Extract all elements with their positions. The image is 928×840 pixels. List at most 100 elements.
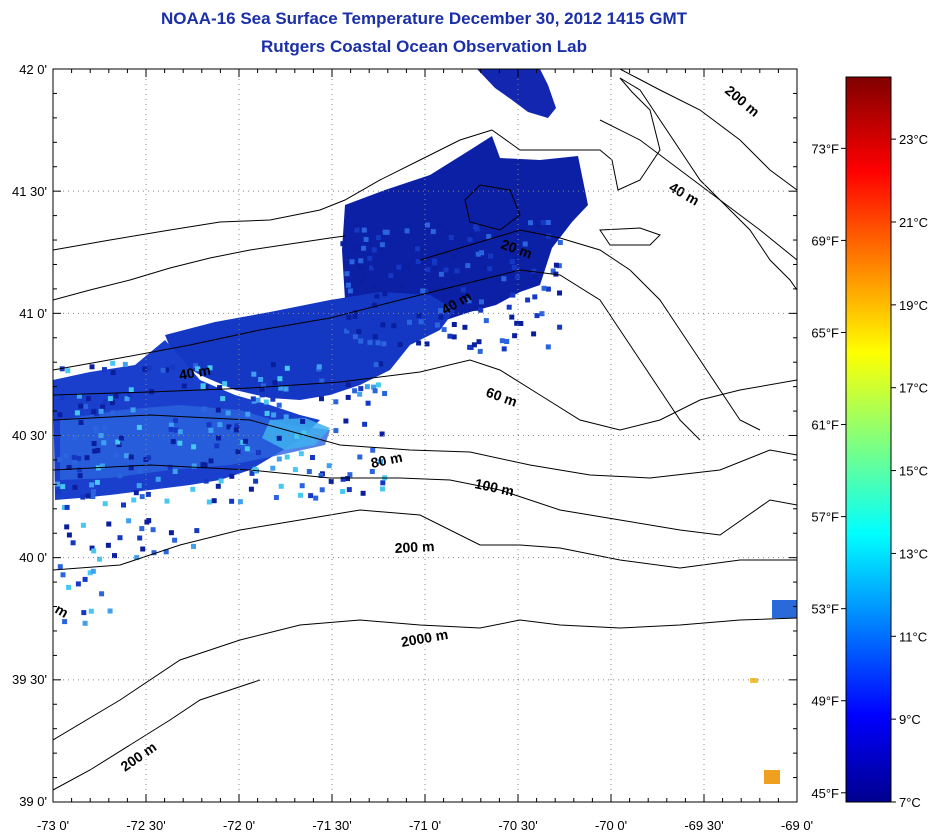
sst-pixel xyxy=(245,411,251,417)
sst-pixel xyxy=(91,489,96,495)
sst-pixel xyxy=(181,383,187,389)
sst-pixel xyxy=(476,339,482,345)
sst-pixel xyxy=(87,570,93,576)
sst-pixel xyxy=(514,267,520,273)
sst-pixel xyxy=(483,318,489,324)
sst-pixel xyxy=(229,473,235,479)
lat-label: 39 0' xyxy=(19,794,47,809)
sst-pixel xyxy=(447,306,453,312)
sst-pixel xyxy=(298,492,303,498)
sst-pixel xyxy=(136,483,142,489)
sst-pixel xyxy=(258,377,264,382)
sst-pixel xyxy=(64,504,70,510)
sst-pixel xyxy=(288,363,294,369)
sst-pixel xyxy=(102,425,108,431)
sst-pixel xyxy=(396,264,402,270)
sst-pixel xyxy=(113,393,119,399)
sst-pixel xyxy=(415,303,421,309)
sst-pixel xyxy=(145,491,151,497)
isobath-label-200m-c: 200 m xyxy=(722,82,763,120)
sst-pixel xyxy=(352,388,358,394)
sst-pixel xyxy=(365,400,371,406)
sst-pixel xyxy=(534,313,540,319)
sst-pixel xyxy=(376,235,381,241)
sst-pixel xyxy=(163,549,169,555)
sst-pixel xyxy=(275,360,281,366)
sst-pixel xyxy=(340,489,346,494)
sst-pixel xyxy=(137,535,143,541)
sst-pixel xyxy=(409,311,415,317)
sst-pixel xyxy=(319,378,325,384)
sst-pixel xyxy=(65,368,71,374)
sst-pixel xyxy=(557,290,562,296)
sst-pixel xyxy=(264,410,270,416)
sst-pixel xyxy=(359,279,365,285)
sst-pixel xyxy=(371,384,376,390)
sst-pixel xyxy=(356,365,362,371)
sst-pixel xyxy=(364,384,370,390)
isobath-200m-ne xyxy=(619,69,797,191)
sst-pixel xyxy=(110,360,116,366)
sst-pixel xyxy=(358,258,364,264)
sst-pixel xyxy=(272,422,277,428)
sst-pixel xyxy=(501,276,507,282)
lon-label: -69 0' xyxy=(781,818,813,833)
sst-pixel xyxy=(259,392,265,398)
sst-pixel xyxy=(259,386,265,392)
sst-pixel xyxy=(372,284,378,290)
sst-pixel xyxy=(479,299,484,305)
sst-pixel xyxy=(177,429,183,435)
sst-pixel xyxy=(99,463,105,469)
sst-pixel xyxy=(191,463,197,469)
sst-pixel xyxy=(304,385,310,391)
sst-pixel xyxy=(326,463,332,469)
sst-pixel xyxy=(301,430,307,436)
sst-pixel xyxy=(55,481,60,487)
sst-pixel xyxy=(170,439,176,445)
lon-label: -73 0' xyxy=(37,818,69,833)
sst-pixel xyxy=(164,498,170,504)
sst-pixel xyxy=(191,543,196,549)
sst-pixel xyxy=(169,364,175,370)
sst-pixel xyxy=(206,499,212,505)
sst-pixel xyxy=(535,223,541,229)
sst-pixel xyxy=(318,473,324,478)
sst-pixel xyxy=(146,455,152,461)
lon-label: -70 30' xyxy=(498,818,537,833)
sst-pixel xyxy=(77,467,82,473)
sst-pixel xyxy=(432,260,438,266)
map-ticks xyxy=(52,68,798,803)
isobath-2000m xyxy=(53,617,797,741)
sst-pixel xyxy=(553,262,559,268)
coastline-long-island xyxy=(53,235,346,301)
isobath-200m-sw xyxy=(53,679,261,791)
sst-pixel xyxy=(344,328,350,334)
isobath-40m xyxy=(53,269,701,441)
sst-pixel xyxy=(225,410,231,416)
sst-pixel xyxy=(62,619,68,625)
sst-pixel xyxy=(278,483,284,489)
sst-pixel xyxy=(82,620,88,626)
sst-pixel xyxy=(131,497,137,503)
sst-pixel xyxy=(313,495,319,501)
sst-pixel xyxy=(150,527,156,533)
lon-label: -71 0' xyxy=(409,818,441,833)
sst-pixel xyxy=(363,334,369,340)
sst-pixel xyxy=(347,472,353,478)
sst-pixel xyxy=(142,366,148,372)
sst-pixel xyxy=(371,302,377,308)
lon-label: -72 0' xyxy=(223,818,255,833)
sst-pixel xyxy=(473,305,479,311)
colorbar-label-c: 7°C xyxy=(899,795,921,810)
sst-speckles xyxy=(55,220,563,626)
sst-pixel xyxy=(271,412,277,418)
sst-pixel xyxy=(448,235,454,240)
sst-pixel xyxy=(343,418,349,424)
sst-pixel xyxy=(388,273,394,278)
isobath-40m-ne xyxy=(599,119,797,261)
sst-pixel xyxy=(237,499,243,505)
sst-pixel xyxy=(382,391,388,396)
colorbar-label-f: 73°F xyxy=(811,141,839,156)
sst-pixel xyxy=(66,584,72,590)
sst-pixel xyxy=(316,364,322,370)
